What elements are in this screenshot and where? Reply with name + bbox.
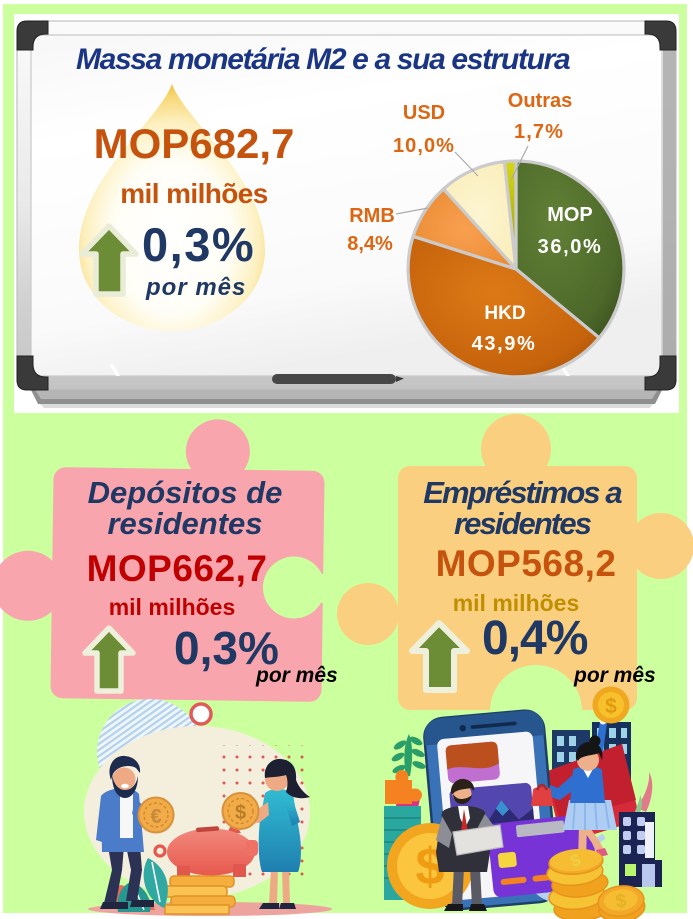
svg-text:$: $ [235,802,246,824]
svg-text:$: $ [615,890,628,912]
svg-text:€: € [150,806,161,828]
svg-text:$: $ [605,695,617,718]
